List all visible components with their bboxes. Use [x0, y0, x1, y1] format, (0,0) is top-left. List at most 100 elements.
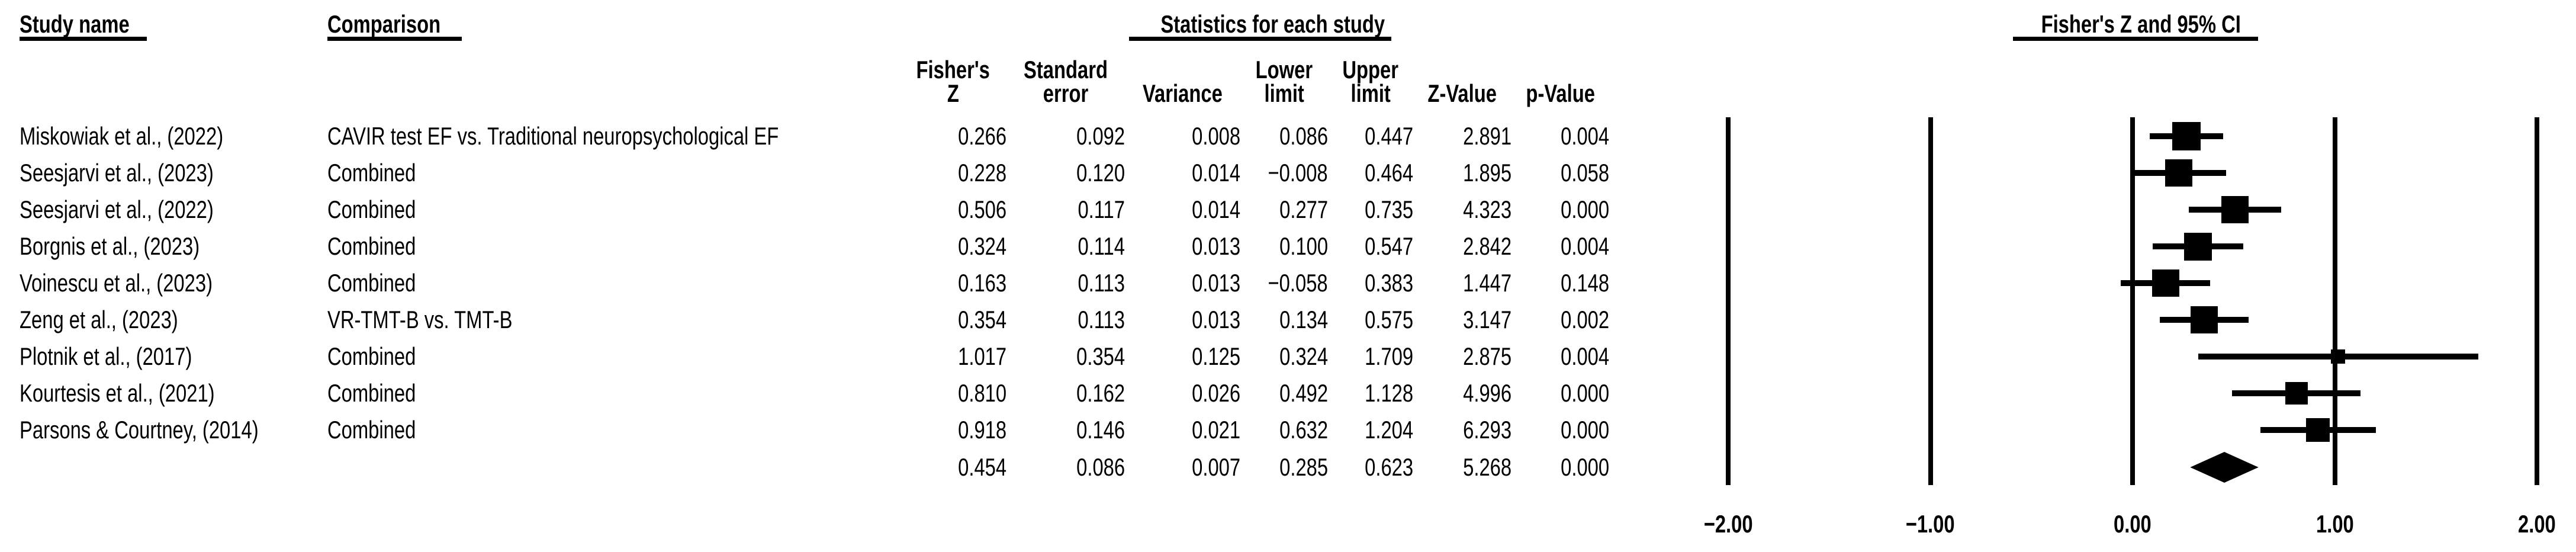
upper-limit-cell: 0.447 — [1328, 124, 1413, 149]
comparison: Combined — [327, 416, 416, 444]
variance-cell: 0.013 — [1125, 307, 1240, 332]
upper-limit: 0.464 — [1365, 159, 1413, 187]
summary-diamond — [2190, 452, 2259, 483]
fishers-z: 1.017 — [958, 342, 1006, 370]
study-name-cell: Seesjarvi et al., (2023) — [20, 161, 327, 185]
fishers-z-cell: 0.228 — [900, 161, 1006, 185]
comparison-cell: Combined — [327, 344, 896, 369]
effect-size-marker — [2331, 349, 2346, 364]
table-row: Miskowiak et al., (2022) CAVIR test EF v… — [0, 124, 1634, 149]
comparison-cell: Combined — [327, 381, 896, 406]
fishers-z: 0.163 — [958, 269, 1006, 297]
fishers-z-cell: 1.017 — [900, 344, 1006, 369]
lower-limit-cell: −0.008 — [1240, 161, 1328, 185]
z-value-cell: 5.268 — [1413, 455, 1511, 480]
statistics-group-label: Statistics for each study — [1160, 10, 1385, 38]
upper-limit-cell: 0.547 — [1328, 234, 1413, 259]
fishers-z: 0.266 — [958, 122, 1006, 150]
fishers-z: 0.354 — [958, 306, 1006, 333]
z-value-cell: 1.895 — [1413, 161, 1511, 185]
study-name: Seesjarvi et al., (2023) — [20, 159, 214, 187]
p-value: 0.000 — [1561, 195, 1609, 223]
comparison-cell: Combined — [327, 234, 896, 259]
lower-limit: 0.277 — [1279, 195, 1328, 223]
p-value-cell: 0.002 — [1511, 307, 1609, 332]
lower-limit-cell: 0.100 — [1240, 234, 1328, 259]
lower-limit: −0.058 — [1268, 269, 1328, 297]
p-value: 0.000 — [1561, 453, 1609, 481]
fishers-z-cell: 0.163 — [900, 271, 1006, 296]
upper-limit-cell: 0.735 — [1328, 197, 1413, 222]
upper-limit: 0.623 — [1365, 453, 1413, 481]
variance-cell: 0.014 — [1125, 161, 1240, 185]
p-value: 0.000 — [1561, 416, 1609, 444]
z-value-cell: 4.996 — [1413, 381, 1511, 406]
table-row: Borgnis et al., (2023) Combined 0.324 0.… — [0, 234, 1634, 259]
p-value: 0.004 — [1561, 342, 1609, 370]
column-header-fishers-z: Fisher's Z — [900, 56, 1006, 106]
header-line: limit — [1350, 79, 1391, 107]
effect-size-marker — [2152, 269, 2179, 297]
study-name-cell: Zeng et al., (2023) — [20, 307, 327, 332]
fishers-z: 0.918 — [958, 416, 1006, 444]
lower-limit: 0.324 — [1279, 342, 1328, 370]
standard-error: 0.113 — [1078, 306, 1125, 333]
variance: 0.014 — [1192, 195, 1240, 223]
variance: 0.013 — [1192, 232, 1240, 260]
z-value: 4.323 — [1463, 195, 1511, 223]
comparison: Combined — [327, 269, 416, 297]
p-value: 0.000 — [1561, 379, 1609, 407]
header-line: limit — [1264, 79, 1304, 107]
variance: 0.021 — [1192, 416, 1240, 444]
upper-limit: 0.735 — [1365, 195, 1413, 223]
upper-limit: 1.709 — [1365, 342, 1413, 370]
standard-error-cell: 0.120 — [1006, 161, 1125, 185]
fishers-z: 0.506 — [958, 195, 1006, 223]
comparison: Combined — [327, 159, 416, 187]
table-row: Plotnik et al., (2017) Combined 1.017 0.… — [0, 344, 1634, 369]
p-value-cell: 0.000 — [1511, 197, 1609, 222]
header-line: Lower — [1255, 56, 1313, 84]
effect-size-marker — [2190, 306, 2218, 333]
statistics-column-headers: Fisher's Z Standard error Variance Lower li… — [0, 56, 1609, 107]
lower-limit-cell: 0.134 — [1240, 307, 1328, 332]
z-value: 2.875 — [1463, 342, 1511, 370]
header-line: Z-Value — [1427, 79, 1497, 107]
z-value: 5.268 — [1463, 453, 1511, 481]
upper-limit-cell: 0.623 — [1328, 455, 1413, 480]
z-value: 2.891 — [1463, 122, 1511, 150]
header-line: Variance — [1143, 79, 1223, 107]
comparison-cell: VR-TMT-B vs. TMT-B — [327, 307, 896, 332]
axis-tick-text: −2.00 — [1703, 510, 1753, 538]
fishers-z-cell: 0.454 — [900, 455, 1006, 480]
standard-error: 0.120 — [1076, 159, 1125, 187]
header-line: Upper — [1342, 56, 1399, 84]
study-name: Seesjarvi et al., (2022) — [20, 195, 214, 223]
fishers-z: 0.324 — [958, 232, 1006, 260]
z-value-cell: 6.293 — [1413, 418, 1511, 442]
standard-error-cell: 0.162 — [1006, 381, 1125, 406]
axis-gridline — [2332, 117, 2337, 485]
p-value-cell: 0.004 — [1511, 124, 1609, 149]
standard-error: 0.113 — [1078, 269, 1125, 297]
header-line: error — [1043, 79, 1089, 107]
comparison: Combined — [327, 195, 416, 223]
upper-limit-cell: 1.204 — [1328, 418, 1413, 442]
p-value-cell: 0.000 — [1511, 455, 1609, 480]
z-value: 1.895 — [1463, 159, 1511, 187]
lower-limit-cell: 0.632 — [1240, 418, 1328, 442]
study-name: Zeng et al., (2023) — [20, 306, 178, 333]
variance-cell: 0.013 — [1125, 234, 1240, 259]
comparison-cell: Combined — [327, 161, 896, 185]
standard-error-cell: 0.092 — [1006, 124, 1125, 149]
fishers-z-cell: 0.918 — [900, 418, 1006, 442]
z-value: 6.293 — [1463, 416, 1511, 444]
effect-size-marker — [2306, 418, 2330, 442]
p-value-cell: 0.148 — [1511, 271, 1609, 296]
effect-size-marker — [2165, 159, 2192, 187]
lower-limit: −0.008 — [1268, 159, 1328, 187]
header-line: Fisher's — [916, 56, 990, 84]
plot-group-header: Fisher's Z and 95% CI — [2013, 12, 2258, 41]
study-name-column-header: Study name — [20, 12, 147, 41]
axis-tick-text: 0.00 — [2114, 510, 2152, 538]
